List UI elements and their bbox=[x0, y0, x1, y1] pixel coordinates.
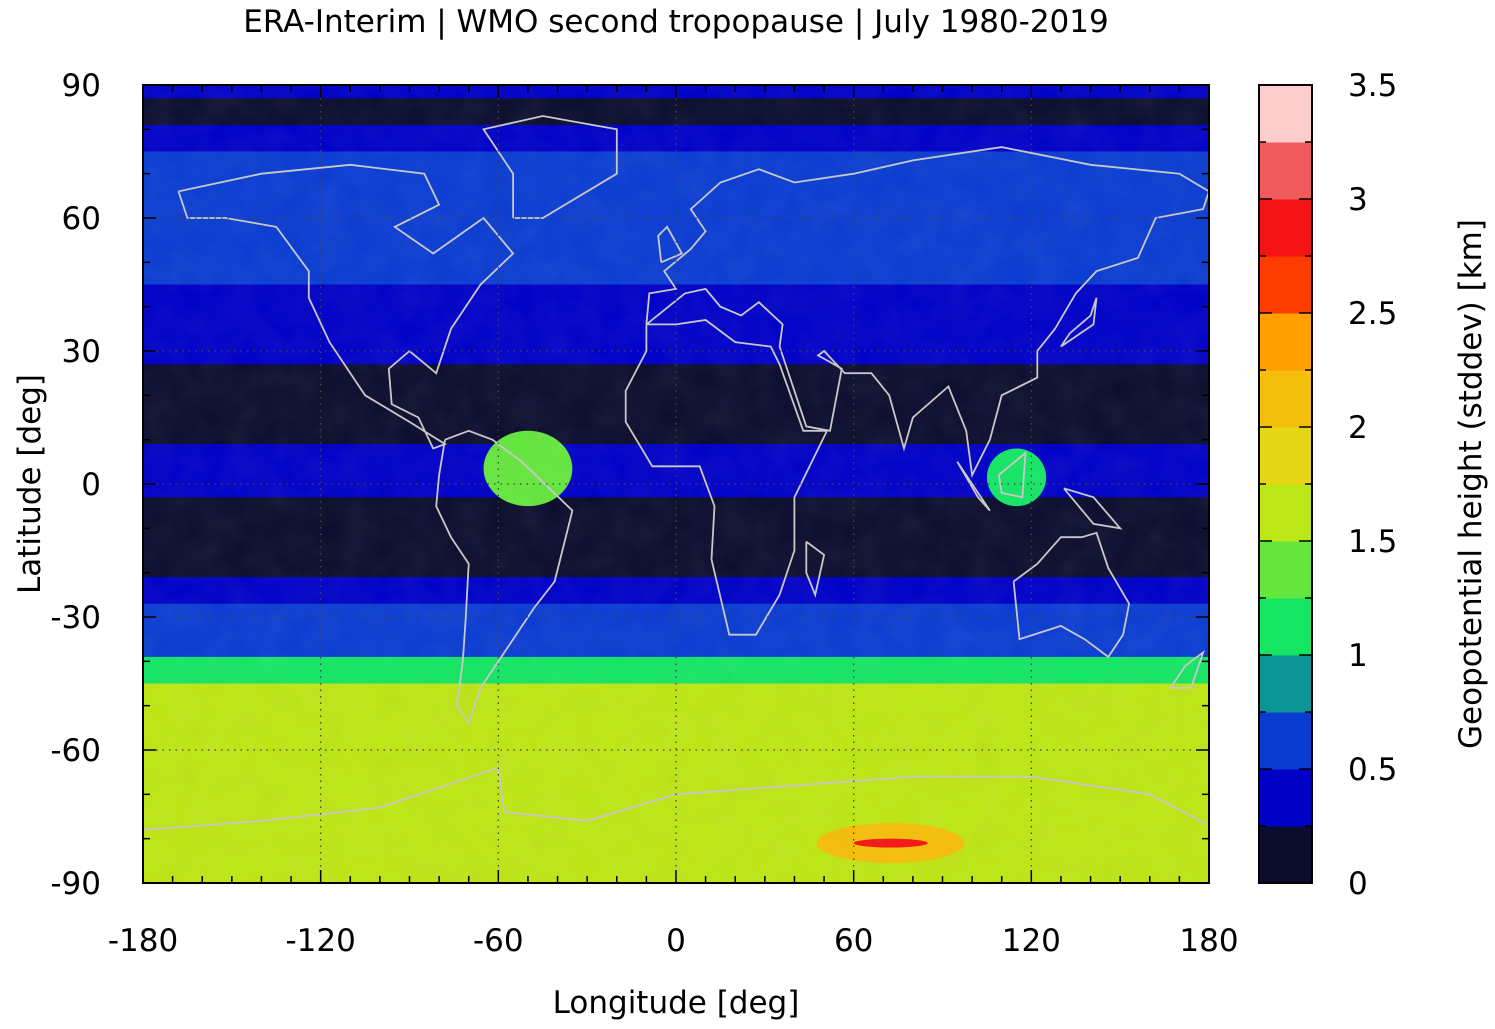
colorbar-tick-label: 3.5 bbox=[1348, 68, 1397, 104]
colorbar-tick-label: 1 bbox=[1348, 638, 1368, 674]
coastline bbox=[143, 766, 1209, 831]
colorbar-segment bbox=[1259, 655, 1312, 713]
coastline bbox=[997, 450, 1027, 499]
coastline bbox=[435, 429, 574, 726]
colorbar-segment bbox=[1259, 712, 1312, 770]
colorbar-tick-label: 3 bbox=[1348, 182, 1368, 218]
coastline bbox=[1063, 487, 1123, 530]
x-tick-labels: -180 -120 -60 0 60 120 180 bbox=[108, 923, 1239, 959]
coastline bbox=[805, 540, 826, 598]
coastline bbox=[956, 461, 991, 512]
colorbar-segment bbox=[1259, 142, 1312, 200]
y-tick-label: 90 bbox=[62, 68, 101, 104]
x-tick-label: -180 bbox=[108, 923, 178, 959]
coastline bbox=[624, 319, 829, 636]
colorbar-segment bbox=[1259, 769, 1312, 827]
x-tick-label: -60 bbox=[473, 923, 524, 959]
y-tick-label: 60 bbox=[62, 201, 101, 237]
colorbar-segment bbox=[1259, 313, 1312, 371]
coastline bbox=[1060, 297, 1098, 348]
colorbar-segment bbox=[1259, 826, 1312, 884]
colorbar-segment bbox=[1259, 484, 1312, 542]
colorbar-segment bbox=[1259, 541, 1312, 599]
colorbar-ticks bbox=[1259, 84, 1312, 884]
x-tick-label: -120 bbox=[285, 923, 355, 959]
colorbar-segment bbox=[1259, 427, 1312, 485]
colorbar-segment bbox=[1259, 85, 1312, 143]
colorbar-tick-label: 0 bbox=[1348, 866, 1368, 902]
coastline bbox=[482, 115, 618, 219]
y-axis-label: Latitude [deg] bbox=[12, 374, 48, 594]
coastline bbox=[645, 146, 1209, 479]
x-axis-label: Longitude [deg] bbox=[553, 985, 800, 1021]
y-tick-labels: 90 60 30 0 -30 -60 -90 bbox=[50, 68, 101, 902]
chart-title: ERA-Interim | WMO second tropopause | Ju… bbox=[243, 4, 1108, 40]
coastline bbox=[177, 163, 515, 450]
colorbar-segment bbox=[1259, 598, 1312, 656]
plot-area bbox=[143, 85, 1209, 883]
coastline bbox=[1012, 531, 1131, 659]
colorbar-tick-label: 2 bbox=[1348, 410, 1368, 446]
y-tick-label: 0 bbox=[81, 467, 101, 503]
coastline bbox=[1168, 650, 1205, 689]
x-tick-label: 180 bbox=[1179, 923, 1238, 959]
colorbar bbox=[1259, 85, 1312, 884]
y-tick-label: 30 bbox=[62, 334, 101, 370]
colorbar-segment bbox=[1259, 256, 1312, 314]
coastline bbox=[657, 225, 684, 264]
colorbar-segment bbox=[1259, 370, 1312, 428]
y-tick-label: -60 bbox=[50, 733, 101, 769]
colorbar-tick-label: 0.5 bbox=[1348, 752, 1397, 788]
y-tick-label: -90 bbox=[50, 866, 101, 902]
colorbar-segment bbox=[1259, 199, 1312, 257]
grid-lines bbox=[143, 85, 1209, 883]
colorbar-tick-label: 1.5 bbox=[1348, 524, 1397, 560]
x-tick-label: 0 bbox=[666, 923, 686, 959]
x-tick-label: 60 bbox=[834, 923, 873, 959]
x-tick-label: 120 bbox=[1002, 923, 1061, 959]
y-tick-label: -30 bbox=[50, 600, 101, 636]
axis-ticks bbox=[142, 84, 1210, 884]
colorbar-label: Geopotential height (stddev) [km] bbox=[1453, 219, 1489, 749]
coastlines bbox=[143, 115, 1209, 831]
colorbar-tick-labels: 0 0.5 1 1.5 2 2.5 3 3.5 bbox=[1348, 68, 1397, 902]
colorbar-tick-label: 2.5 bbox=[1348, 296, 1397, 332]
